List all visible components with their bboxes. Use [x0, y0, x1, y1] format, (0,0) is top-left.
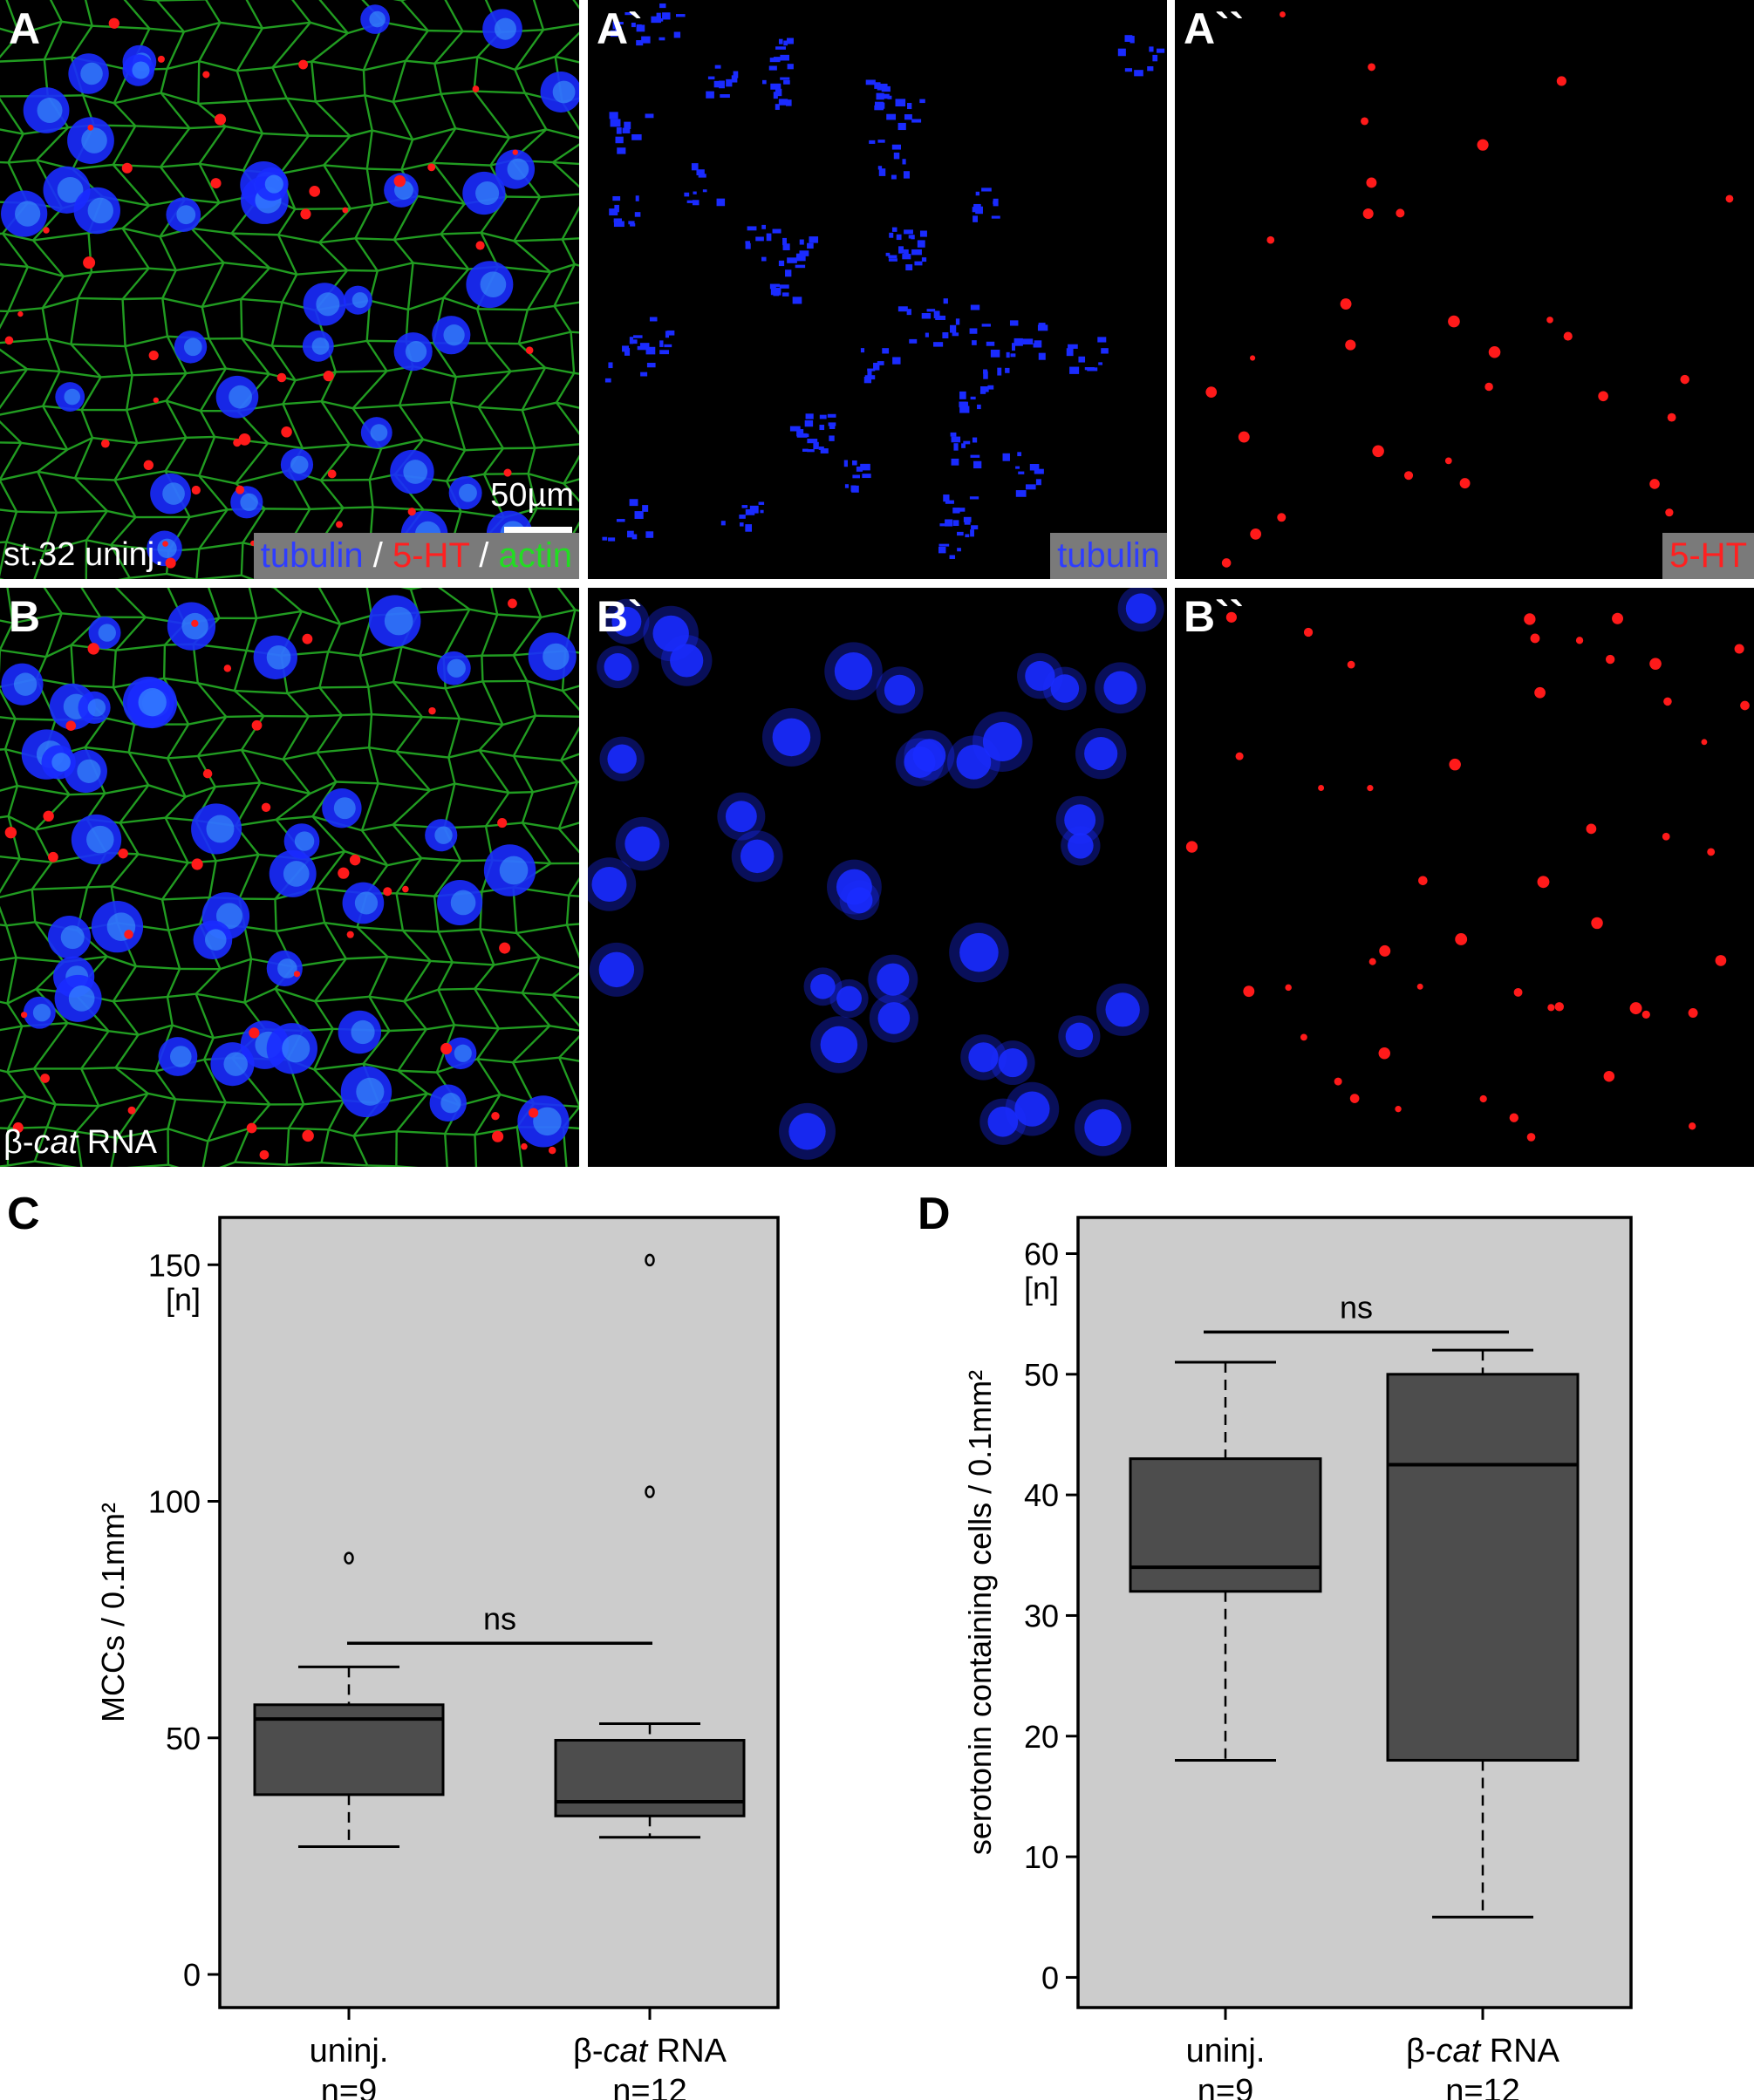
- micrograph-a-merged: [0, 0, 579, 579]
- significance-label: ns: [483, 1600, 516, 1636]
- micrograph-b-serotonin: [1185, 611, 1750, 1142]
- panel-b-tubulin: B`: [588, 588, 1167, 1167]
- category-name: uninj.: [1186, 2033, 1266, 2069]
- panel-a-merged: A 50µm st.32 uninj. tubulin / 5-HT / act…: [0, 0, 579, 579]
- serotonin-dots: [1185, 611, 1750, 1142]
- channel-legend-item: tubulin: [260, 536, 364, 575]
- box: [554, 1738, 746, 1817]
- channel-legend-item: /: [469, 536, 499, 575]
- panel-a-label: A: [9, 4, 41, 53]
- channel-legend-item: /: [363, 536, 392, 575]
- category-name: uninj.: [310, 2033, 389, 2069]
- category-name: β-: [573, 2033, 604, 2069]
- y-tick-label: 0: [1041, 1960, 1059, 1995]
- x-tick-label: uninj.: [310, 2033, 389, 2069]
- panel-a-tubulin: A` tubulin: [588, 0, 1167, 579]
- y-tick-label: 150: [148, 1247, 201, 1283]
- scale-bar-label: 50µm: [490, 477, 574, 514]
- y-tick-label: 10: [1024, 1839, 1059, 1875]
- panel-b-merged: B β-cat RNA: [0, 588, 579, 1167]
- panel-b2-label: B``: [1184, 592, 1245, 641]
- outlier-point: [645, 1253, 655, 1267]
- tubulin-cells: [1, 4, 579, 567]
- box: [1129, 1457, 1322, 1593]
- sample-size-label: n=12: [1445, 2073, 1520, 2100]
- y-unit-label: [n]: [166, 1281, 201, 1317]
- significance-label: ns: [1340, 1289, 1373, 1325]
- panel-b-serotonin: B``: [1175, 588, 1754, 1167]
- channel-legend-a: tubulin / 5-HT / actin: [253, 533, 579, 579]
- scale-bar: [504, 527, 572, 534]
- x-tick-label: β-cat RNA: [1406, 2033, 1560, 2069]
- channel-legend-a1: tubulin: [1050, 533, 1167, 579]
- panel-a-serotonin: A`` 5-HT: [1175, 0, 1754, 579]
- tubulin-cells: [1, 595, 577, 1148]
- y-axis-label: MCCs / 0.1mm²: [95, 1503, 131, 1722]
- chart-c-mccs: 0 50 100 150[n] MCCs / 0.1mm² uninj. n=9 β-cat …: [95, 1216, 780, 2100]
- panel-b1-label: B`: [597, 592, 643, 641]
- sample-size-label: n=9: [321, 2073, 377, 2100]
- outlier-point: [645, 1485, 655, 1498]
- y-tick-label: 50: [166, 1721, 201, 1756]
- panel-b-caption: β-cat RNA: [3, 1124, 158, 1161]
- tubulin-cells: [602, 3, 1165, 559]
- channel-legend-item: 5-HT: [392, 536, 470, 575]
- x-tick-label: β-cat RNA: [573, 2033, 727, 2069]
- y-tick-label: 40: [1024, 1477, 1059, 1513]
- y-tick-label: 60: [1024, 1236, 1059, 1272]
- category-name-suffix: RNA: [647, 2033, 727, 2069]
- y-tick-label: 30: [1024, 1598, 1059, 1633]
- y-unit-label: [n]: [1024, 1270, 1059, 1306]
- micrograph-a-tubulin: [602, 3, 1165, 559]
- sample-size-label: n=12: [612, 2073, 687, 2100]
- plot-area: [1076, 1216, 1633, 2009]
- panel-a1-label: A`: [597, 4, 643, 53]
- category-name-italic: cat: [1437, 2033, 1482, 2069]
- sample-size-label: n=9: [1198, 2073, 1253, 2100]
- serotonin-dots: [1205, 11, 1734, 568]
- category-name-italic: cat: [604, 2033, 649, 2069]
- chart-c-letter: C: [7, 1189, 40, 1239]
- channel-legend-a2: 5-HT: [1662, 533, 1754, 579]
- micrograph-b-merged: [0, 588, 579, 1167]
- plot-area: [218, 1216, 780, 2009]
- micrograph-b-tubulin: [588, 588, 1164, 1160]
- chart-d-serotonin: 0 10 20 30 40 50 60[n] serotonin containing cel…: [962, 1216, 1633, 2100]
- panel-b-label: B: [9, 592, 41, 641]
- x-tick-label: uninj.: [1186, 2033, 1266, 2069]
- y-tick-label: 100: [148, 1484, 201, 1520]
- y-tick-label: 50: [1024, 1357, 1059, 1393]
- y-tick-label: 0: [183, 1957, 201, 1993]
- outlier-point: [344, 1551, 354, 1565]
- y-axis-label: serotonin containing cells / 0.1mm²: [962, 1370, 998, 1855]
- channel-legend-item: actin: [498, 536, 573, 575]
- micrograph-a-serotonin: [1205, 11, 1734, 568]
- y-tick-label: 20: [1024, 1719, 1059, 1755]
- category-name-suffix: RNA: [1480, 2033, 1559, 2069]
- box: [1386, 1373, 1580, 1762]
- panel-a2-label: A``: [1184, 4, 1245, 53]
- chart-d-letter: D: [918, 1189, 951, 1239]
- serotonin-dots: [4, 17, 534, 572]
- tubulin-cells: [588, 588, 1164, 1160]
- category-name: β-: [1406, 2033, 1437, 2069]
- serotonin-dots: [4, 598, 556, 1160]
- panel-a-caption: st.32 uninj.: [3, 536, 164, 573]
